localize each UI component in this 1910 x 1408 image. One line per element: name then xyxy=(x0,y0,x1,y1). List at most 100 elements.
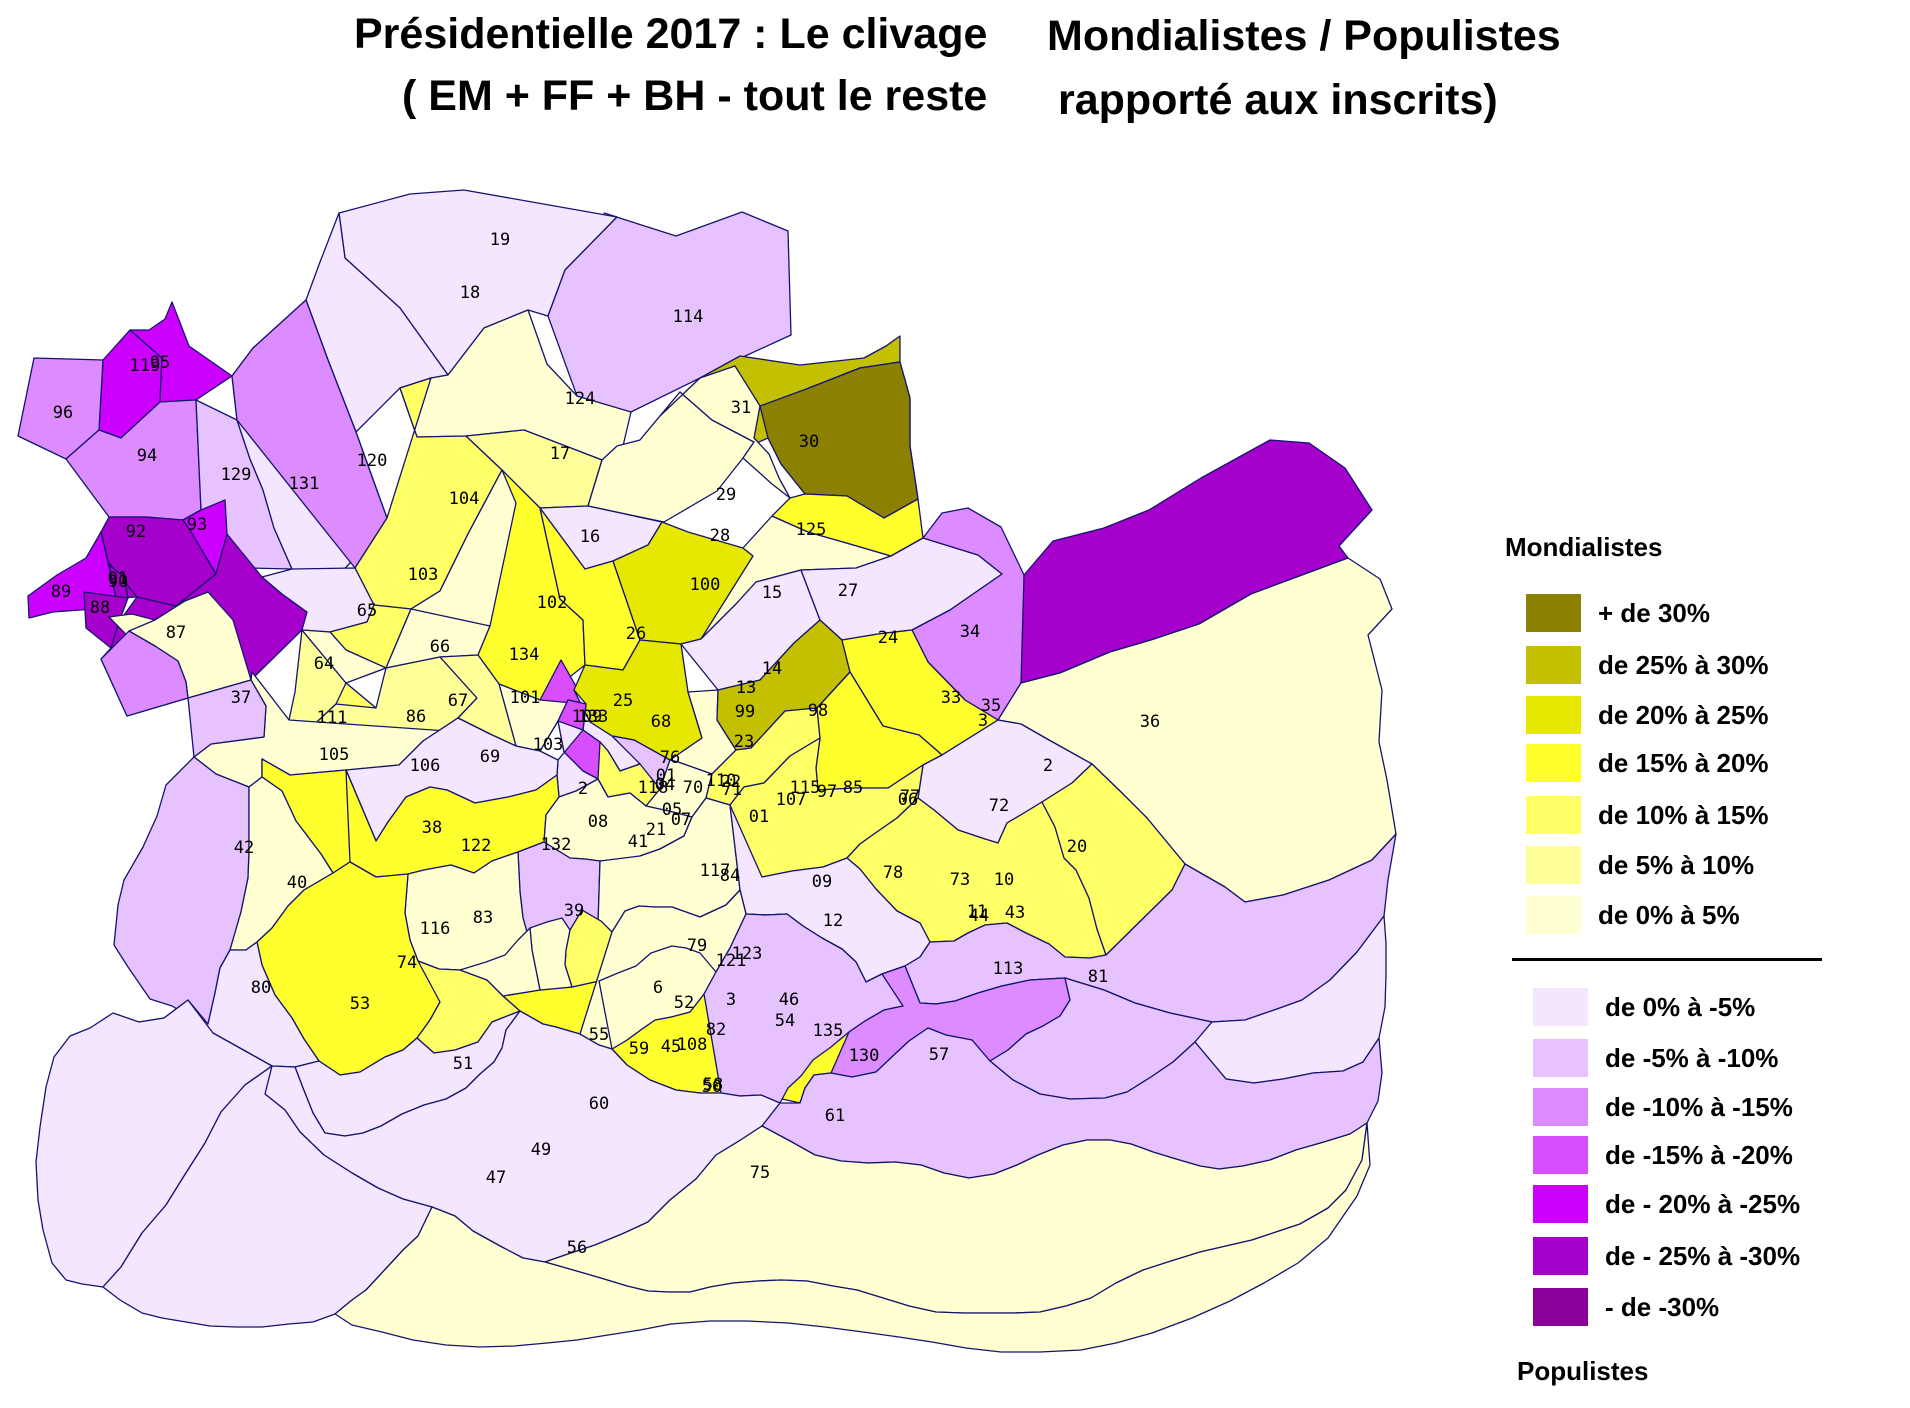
region-label: 57 xyxy=(929,1045,949,1065)
region-label: 47 xyxy=(486,1168,506,1188)
legend-swatch xyxy=(1526,646,1581,684)
region-label: 33 xyxy=(941,688,961,708)
region-label: 115 xyxy=(790,778,821,798)
region-label: 25 xyxy=(613,691,633,711)
region-label: 102 xyxy=(537,593,568,613)
legend-swatch xyxy=(1526,796,1581,834)
region-label: 79 xyxy=(687,936,707,956)
region-label: 122 xyxy=(461,836,492,856)
region-label: 28 xyxy=(710,526,730,546)
region-label: 53 xyxy=(350,994,370,1014)
region-133 xyxy=(100,630,189,717)
region-label: 17 xyxy=(550,444,570,464)
region-label: 43 xyxy=(1005,903,1025,923)
region-label: 10 xyxy=(994,870,1014,890)
region-label: 85 xyxy=(843,778,863,798)
region-label: 12 xyxy=(823,911,843,931)
legend-swatch xyxy=(1533,1288,1588,1326)
region-label: 89 xyxy=(51,582,71,602)
region-label: 40 xyxy=(287,873,307,893)
legend-heading-populistes: Populistes xyxy=(1517,1356,1649,1386)
region-label: 6 xyxy=(653,978,663,998)
region-label: 135 xyxy=(813,1021,844,1041)
region-116 xyxy=(334,1122,1371,1353)
region-label: 49 xyxy=(531,1140,551,1160)
regions-layer xyxy=(17,189,1397,1353)
region-label: 103 xyxy=(533,735,564,755)
region-label: 73 xyxy=(950,870,970,890)
legend-label: de 20% à 25% xyxy=(1598,700,1769,730)
legend-label: - de -30% xyxy=(1605,1292,1720,1322)
region-label: 58 xyxy=(703,1075,723,1095)
region-label: 87 xyxy=(166,623,186,643)
region-label: 09 xyxy=(812,872,832,892)
region-label: 72 xyxy=(989,796,1009,816)
region-95 xyxy=(129,301,233,403)
legend-label: de -5% à -10% xyxy=(1605,1043,1779,1073)
region-label: 113 xyxy=(993,959,1024,979)
region-label: 60 xyxy=(589,1094,609,1114)
region-label: 01 xyxy=(749,807,769,827)
legend-label: de -15% à -20% xyxy=(1605,1140,1793,1170)
region-label: 78 xyxy=(883,863,903,883)
legend-swatch xyxy=(1533,1185,1588,1223)
region-label: 11 xyxy=(967,902,987,922)
region-label: 114 xyxy=(673,307,704,327)
region-label: 70 xyxy=(683,778,703,798)
region-label: 50 xyxy=(702,1077,722,1097)
region-label: 59 xyxy=(629,1039,649,1059)
region-label: 05 xyxy=(662,800,682,820)
region-label: 21 xyxy=(646,820,666,840)
region-label: 3 xyxy=(726,990,736,1010)
region-label: 45 xyxy=(661,1037,681,1057)
region-label: 44 xyxy=(969,906,989,926)
region-label: 67 xyxy=(448,691,468,711)
legend-label: de 15% à 20% xyxy=(1598,748,1769,778)
region-label: 103 xyxy=(408,565,439,585)
region-label: 76 xyxy=(660,748,680,768)
region-label: 26 xyxy=(626,624,646,644)
region-label: 29 xyxy=(716,485,736,505)
region-label: 71 xyxy=(722,780,742,800)
region-label: 96 xyxy=(53,403,73,423)
region-label: 92 xyxy=(126,522,146,542)
region-label: 124 xyxy=(565,389,596,409)
region-label: 30 xyxy=(799,432,819,452)
region-label: 125 xyxy=(796,520,827,540)
region-39 xyxy=(102,1065,433,1328)
legend-swatch xyxy=(1526,696,1581,734)
legend-swatch xyxy=(1526,744,1581,782)
region-label: 16 xyxy=(580,527,600,547)
region-label: 56 xyxy=(567,1238,587,1258)
region-label: 108 xyxy=(677,1035,708,1055)
region-label: 68 xyxy=(651,712,671,732)
region-label: 123 xyxy=(732,944,763,964)
legend-divider xyxy=(1512,958,1822,961)
region-label: 14 xyxy=(762,659,782,679)
region-label: 41 xyxy=(628,832,648,852)
title-line1-left: Présidentielle 2017 : Le clivage xyxy=(354,10,988,58)
region-label: 22 xyxy=(721,772,741,792)
region-label: 94 xyxy=(137,446,157,466)
region-label: 120 xyxy=(357,451,388,471)
region-28 xyxy=(659,365,791,499)
region-label: 97 xyxy=(817,782,837,802)
region-label: 98 xyxy=(808,701,828,721)
region-label: 118 xyxy=(638,778,669,798)
region-label: 66 xyxy=(430,637,450,657)
region-label: 91 xyxy=(108,569,128,589)
region-label: 3 xyxy=(978,711,988,731)
title-line1-right: Mondialistes / Populistes xyxy=(1047,12,1561,60)
region-label: 109 xyxy=(572,707,603,727)
region-label: 104 xyxy=(449,489,480,509)
region-label: 130 xyxy=(849,1046,880,1066)
region-label: 133 xyxy=(578,707,609,727)
region-label: 13 xyxy=(736,678,756,698)
region-label: 110 xyxy=(706,771,737,791)
region-label: 37 xyxy=(231,688,251,708)
region-label: 86 xyxy=(406,707,426,727)
region-label: 38 xyxy=(422,818,442,838)
region-label: 129 xyxy=(221,465,252,485)
region-label: 111 xyxy=(317,708,348,728)
